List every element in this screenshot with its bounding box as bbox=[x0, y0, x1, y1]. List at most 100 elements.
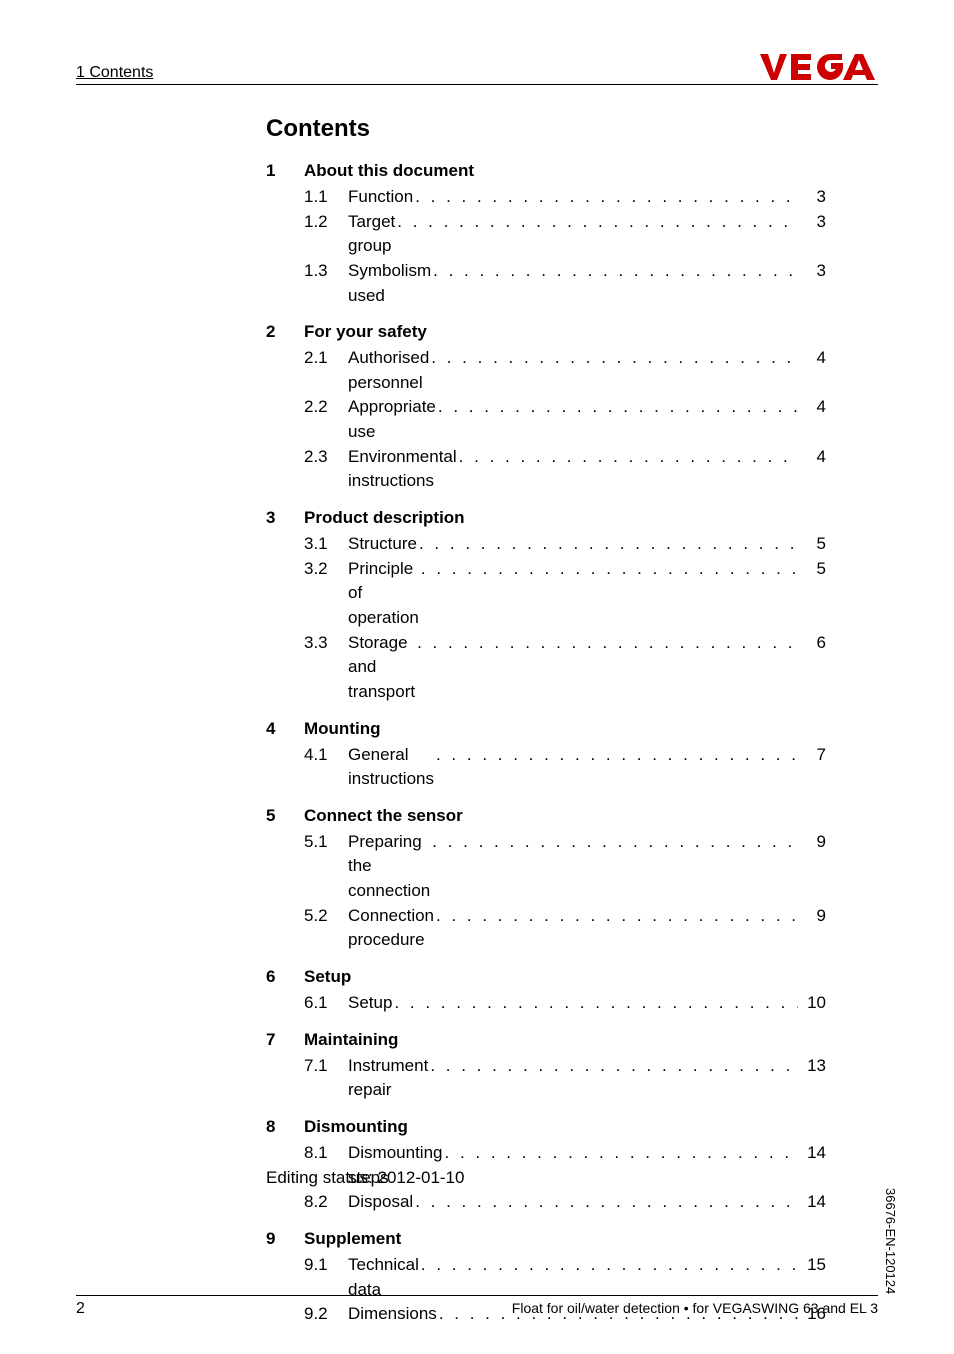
entry-leader-dots: . . . . . . . . . . . . . . . . . . . . … bbox=[413, 1190, 798, 1215]
entry-leader-dots: . . . . . . . . . . . . . . . . . . . . … bbox=[419, 557, 798, 582]
entry-leader-dots: . . . . . . . . . . . . . . . . . . . . … bbox=[434, 904, 798, 929]
toc-entry[interactable]: 6.1Setup. . . . . . . . . . . . . . . . … bbox=[266, 991, 826, 1016]
section-number: 5 bbox=[266, 806, 304, 826]
entry-title: Structure bbox=[348, 532, 417, 557]
section-number: 3 bbox=[266, 508, 304, 528]
entry-leader-dots: . . . . . . . . . . . . . . . . . . . . … bbox=[428, 1054, 798, 1079]
entry-title: Environmental instructions bbox=[348, 445, 457, 494]
entry-title: Disposal bbox=[348, 1190, 413, 1215]
toc-section-heading: 9Supplement bbox=[266, 1229, 826, 1249]
toc-section: 8Dismounting8.1Dismounting steps. . . . … bbox=[266, 1117, 826, 1215]
toc-content: Contents 1About this document 1.1Function… bbox=[266, 115, 826, 1327]
toc-section: 3Product description3.1Structure. . . . … bbox=[266, 508, 826, 704]
entry-leader-dots: . . . . . . . . . . . . . . . . . . . . … bbox=[457, 445, 798, 470]
toc-entry[interactable]: 1.3Symbolism used. . . . . . . . . . . .… bbox=[266, 259, 826, 308]
section-number: 7 bbox=[266, 1030, 304, 1050]
entry-title: Preparing the connection bbox=[348, 830, 430, 904]
toc-section-heading: 3Product description bbox=[266, 508, 826, 528]
entry-number: 5.2 bbox=[304, 904, 348, 929]
entry-number: 3.2 bbox=[304, 557, 348, 582]
toc-section: 1About this document1.1Function. . . . .… bbox=[266, 161, 826, 308]
entry-number: 3.3 bbox=[304, 631, 348, 656]
section-number: 6 bbox=[266, 967, 304, 987]
entry-page-number: 15 bbox=[798, 1253, 826, 1278]
entry-page-number: 7 bbox=[798, 743, 826, 768]
section-number: 4 bbox=[266, 719, 304, 739]
toc-section-heading: 5Connect the sensor bbox=[266, 806, 826, 826]
entry-page-number: 13 bbox=[798, 1054, 826, 1079]
contents-title: Contents bbox=[266, 115, 826, 143]
entry-number: 8.1 bbox=[304, 1141, 348, 1166]
entry-leader-dots: . . . . . . . . . . . . . . . . . . . . … bbox=[419, 1253, 798, 1278]
entry-leader-dots: . . . . . . . . . . . . . . . . . . . . … bbox=[436, 395, 798, 420]
section-title: Dismounting bbox=[304, 1117, 408, 1137]
entry-leader-dots: . . . . . . . . . . . . . . . . . . . . … bbox=[392, 991, 798, 1016]
entry-number: 3.1 bbox=[304, 532, 348, 557]
entry-leader-dots: . . . . . . . . . . . . . . . . . . . . … bbox=[415, 631, 798, 656]
entry-page-number: 9 bbox=[798, 904, 826, 929]
entry-leader-dots: . . . . . . . . . . . . . . . . . . . . … bbox=[434, 743, 798, 768]
section-title: About this document bbox=[304, 161, 474, 181]
entry-page-number: 4 bbox=[798, 445, 826, 470]
toc-entry[interactable]: 5.2Connection procedure. . . . . . . . .… bbox=[266, 904, 826, 953]
entry-number: 6.1 bbox=[304, 991, 348, 1016]
entry-page-number: 14 bbox=[798, 1190, 826, 1215]
entry-leader-dots: . . . . . . . . . . . . . . . . . . . . … bbox=[395, 210, 798, 235]
section-title: Product description bbox=[304, 508, 465, 528]
entry-page-number: 3 bbox=[798, 185, 826, 210]
entry-leader-dots: . . . . . . . . . . . . . . . . . . . . … bbox=[429, 346, 798, 371]
toc-entry[interactable]: 3.2Principle of operation. . . . . . . .… bbox=[266, 557, 826, 631]
entry-title: Target group bbox=[348, 210, 395, 259]
toc-sections: 1About this document1.1Function. . . . .… bbox=[266, 161, 826, 1327]
entry-page-number: 14 bbox=[798, 1141, 826, 1166]
entry-page-number: 4 bbox=[798, 346, 826, 371]
entry-number: 2.3 bbox=[304, 445, 348, 470]
entry-number: 1.2 bbox=[304, 210, 348, 235]
section-number: 8 bbox=[266, 1117, 304, 1137]
section-number: 1 bbox=[266, 161, 304, 181]
entry-title: General instructions bbox=[348, 743, 434, 792]
entry-number: 1.3 bbox=[304, 259, 348, 284]
entry-page-number: 3 bbox=[798, 210, 826, 235]
entry-leader-dots: . . . . . . . . . . . . . . . . . . . . … bbox=[443, 1141, 799, 1166]
entry-number: 1.1 bbox=[304, 185, 348, 210]
toc-entry[interactable]: 3.3Storage and transport. . . . . . . . … bbox=[266, 631, 826, 705]
entry-title: Function bbox=[348, 185, 413, 210]
editing-status: Editing status: 2012-01-10 bbox=[266, 1168, 464, 1188]
toc-section-heading: 1About this document bbox=[266, 161, 826, 181]
entry-number: 2.1 bbox=[304, 346, 348, 371]
toc-entry[interactable]: 2.2Appropriate use. . . . . . . . . . . … bbox=[266, 395, 826, 444]
toc-section: 2For your safety2.1Authorised personnel.… bbox=[266, 322, 826, 494]
toc-section: 5Connect the sensor 5.1Preparing the conn… bbox=[266, 806, 826, 953]
entry-title: Connection procedure bbox=[348, 904, 434, 953]
entry-page-number: 5 bbox=[798, 532, 826, 557]
entry-title: Setup bbox=[348, 991, 392, 1016]
entry-page-number: 4 bbox=[798, 395, 826, 420]
toc-section: 7Maintaining 7.1Instrument repair. . . . … bbox=[266, 1030, 826, 1103]
toc-section-heading: 8Dismounting bbox=[266, 1117, 826, 1137]
section-title: Connect the sensor bbox=[304, 806, 463, 826]
entry-page-number: 5 bbox=[798, 557, 826, 582]
toc-section-heading: 7Maintaining bbox=[266, 1030, 826, 1050]
section-title: Supplement bbox=[304, 1229, 401, 1249]
toc-entry[interactable]: 7.1Instrument repair. . . . . . . . . . … bbox=[266, 1054, 826, 1103]
entry-page-number: 9 bbox=[798, 830, 826, 855]
footer-doc-title: Float for oil/water detection • for VEGA… bbox=[512, 1300, 878, 1318]
toc-section: 6 Setup6.1Setup. . . . . . . . . . . . . … bbox=[266, 967, 826, 1016]
entry-page-number: 3 bbox=[798, 259, 826, 284]
toc-entry[interactable]: 5.1Preparing the connection. . . . . . .… bbox=[266, 830, 826, 904]
entry-title: Authorised personnel bbox=[348, 346, 429, 395]
toc-entry[interactable]: 4.1General instructions. . . . . . . . .… bbox=[266, 743, 826, 792]
entry-number: 8.2 bbox=[304, 1190, 348, 1215]
toc-entry[interactable]: 8.2Disposal. . . . . . . . . . . . . . .… bbox=[266, 1190, 826, 1215]
entry-leader-dots: . . . . . . . . . . . . . . . . . . . . … bbox=[431, 259, 798, 284]
entry-number: 5.1 bbox=[304, 830, 348, 855]
toc-entry[interactable]: 3.1Structure. . . . . . . . . . . . . . … bbox=[266, 532, 826, 557]
entry-leader-dots: . . . . . . . . . . . . . . . . . . . . … bbox=[430, 830, 798, 855]
entry-title: Instrument repair bbox=[348, 1054, 428, 1103]
entry-number: 2.2 bbox=[304, 395, 348, 420]
toc-entry[interactable]: 1.2Target group. . . . . . . . . . . . .… bbox=[266, 210, 826, 259]
toc-entry[interactable]: 2.3Environmental instructions. . . . . .… bbox=[266, 445, 826, 494]
toc-entry[interactable]: 1.1Function. . . . . . . . . . . . . . .… bbox=[266, 185, 826, 210]
toc-entry[interactable]: 2.1Authorised personnel. . . . . . . . .… bbox=[266, 346, 826, 395]
